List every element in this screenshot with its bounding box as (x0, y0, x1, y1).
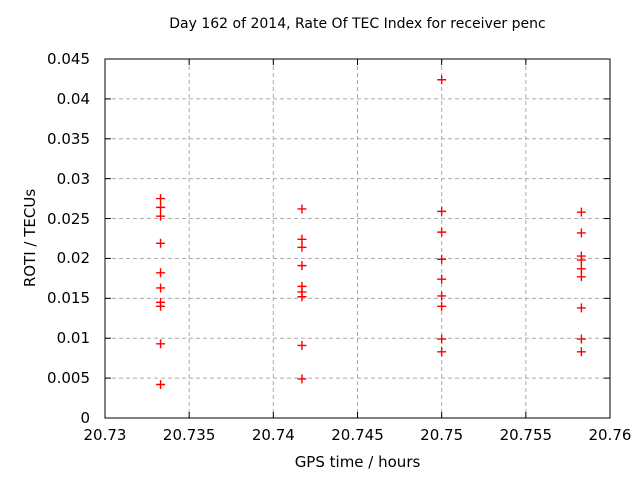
x-tick-label: 20.755 (499, 426, 553, 444)
y-tick-label: 0.005 (47, 369, 90, 388)
y-tick-label: 0.045 (47, 50, 90, 68)
data-point-marker (576, 207, 586, 217)
data-point-marker (297, 292, 307, 302)
y-tick-label: 0.01 (56, 329, 90, 348)
data-point-marker (576, 228, 586, 238)
data-point-marker (297, 234, 307, 244)
y-axis-label: ROTI / TECUs (21, 188, 39, 288)
data-point-marker (437, 347, 447, 357)
data-point-marker (437, 206, 447, 216)
y-tick-label: 0.04 (56, 89, 90, 108)
data-point-marker (576, 264, 586, 274)
data-point-marker (576, 272, 586, 282)
x-tick-label: 20.745 (331, 426, 384, 444)
data-point-marker (437, 254, 447, 264)
data-point-marker (437, 334, 447, 344)
y-tick-label: 0 (80, 409, 90, 427)
data-point-marker (437, 75, 447, 85)
y-tick-label: 0.035 (47, 129, 90, 148)
y-tick-label: 0.025 (47, 209, 90, 228)
data-point-marker (156, 194, 166, 204)
data-point-marker (156, 202, 166, 212)
data-point-marker (297, 261, 307, 271)
x-tick-label: 20.76 (588, 426, 632, 444)
data-point-marker (576, 347, 586, 357)
data-point-marker (437, 227, 447, 237)
data-point-marker (156, 379, 166, 389)
data-point-marker (297, 242, 307, 252)
y-tick-label: 0.03 (56, 169, 90, 188)
data-point-marker (156, 339, 166, 349)
x-tick-label: 20.74 (251, 426, 295, 444)
plot-frame (104, 58, 611, 419)
data-point-marker (437, 291, 447, 301)
data-point-marker (576, 303, 586, 313)
x-tick-label: 20.75 (420, 426, 464, 444)
data-point-marker (437, 301, 447, 311)
x-tick-label: 20.735 (162, 426, 216, 444)
data-point-marker (156, 301, 166, 311)
data-point-marker (297, 204, 307, 214)
data-point-marker (576, 255, 586, 265)
data-point-marker (156, 268, 166, 278)
chart-title: Day 162 of 2014, Rate Of TEC Index for r… (169, 16, 546, 32)
data-point-marker (156, 238, 166, 248)
y-tick-label: 0.02 (56, 249, 90, 268)
data-point-marker (297, 340, 307, 350)
data-point-marker (156, 283, 166, 293)
data-point-marker (156, 211, 166, 221)
y-tick-label: 0.015 (47, 289, 90, 308)
x-tick-label: 20.73 (83, 426, 127, 444)
data-point-marker (576, 334, 586, 344)
data-point-marker (297, 374, 307, 384)
x-axis-label: GPS time / hours (294, 453, 421, 471)
data-point-marker (437, 274, 447, 284)
